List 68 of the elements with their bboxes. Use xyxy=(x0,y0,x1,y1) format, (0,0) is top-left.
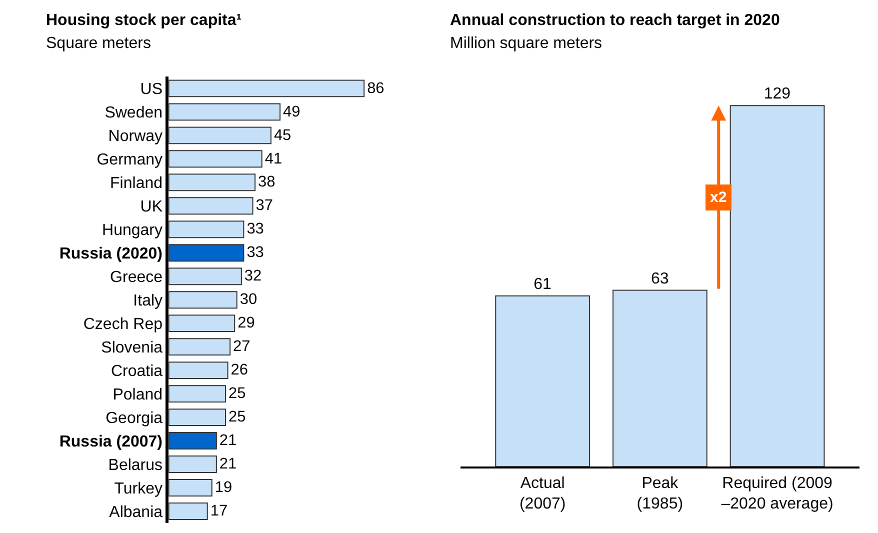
y-tick-label: Sweden xyxy=(104,104,163,122)
bar xyxy=(168,362,228,380)
bar xyxy=(168,80,365,98)
data-label: 25 xyxy=(228,408,246,426)
data-label: 25 xyxy=(228,385,246,402)
bar xyxy=(168,197,254,215)
y-tick-label: Greece xyxy=(110,268,163,286)
y-tick-label: Poland xyxy=(112,386,163,404)
y-tick-label: UK xyxy=(140,198,163,216)
bar xyxy=(168,338,231,356)
bar xyxy=(168,314,236,332)
y-tick-label: Finland xyxy=(110,175,163,192)
y-tick-label: Italy xyxy=(133,292,163,310)
y-tick-label: Norway xyxy=(108,128,163,146)
data-label: 49 xyxy=(283,103,300,120)
data-label: 63 xyxy=(650,270,669,288)
y-tick-label: Hungary xyxy=(102,222,163,239)
data-label: 26 xyxy=(230,362,248,379)
chart-title: Housing stock per capita¹ xyxy=(46,12,242,29)
data-label: 86 xyxy=(367,80,384,97)
y-tick-label: Belarus xyxy=(108,456,163,474)
data-label: 17 xyxy=(210,502,228,520)
y-tick-label: Russia (2007) xyxy=(59,433,163,450)
data-label: 33 xyxy=(246,220,264,238)
data-label: 21 xyxy=(219,456,237,473)
chart-title: Annual construction to reach target in 2020 xyxy=(450,12,780,29)
data-label: 27 xyxy=(233,338,250,356)
bar xyxy=(168,150,262,168)
bar xyxy=(168,103,281,121)
bar xyxy=(168,244,244,262)
x-tick-label: Peak (1985) xyxy=(636,474,684,513)
y-tick-label: Croatia xyxy=(110,362,163,380)
bar xyxy=(168,432,217,450)
bar xyxy=(168,479,212,496)
bar xyxy=(168,385,226,403)
bar xyxy=(168,291,238,309)
data-label: 38 xyxy=(258,174,276,191)
chart-subtitle: Million square meters xyxy=(450,35,602,52)
y-tick-label: Turkey xyxy=(114,480,163,498)
data-label: 21 xyxy=(219,432,237,450)
bar xyxy=(168,408,226,426)
data-label: 33 xyxy=(246,244,264,262)
bar xyxy=(168,220,244,238)
bar xyxy=(168,456,217,473)
data-label: 29 xyxy=(238,314,255,332)
bar xyxy=(168,174,256,192)
data-label: 32 xyxy=(244,268,262,285)
bar xyxy=(168,268,242,286)
data-label: 129 xyxy=(764,86,791,103)
data-label: 45 xyxy=(274,126,292,144)
y-tick-label: Czech Rep xyxy=(83,316,163,333)
data-label: 19 xyxy=(214,479,232,496)
x-tick-label: Actual (2007) xyxy=(519,474,566,513)
y-tick-label: Slovenia xyxy=(101,339,163,356)
y-tick-label: Russia (2020) xyxy=(59,245,163,262)
data-label: 61 xyxy=(534,276,552,293)
y-tick-label: US xyxy=(140,81,163,98)
y-tick-label: Georgia xyxy=(106,410,163,427)
annotation: x2 xyxy=(710,189,727,206)
data-label: 37 xyxy=(256,197,273,214)
data-label: 41 xyxy=(264,150,282,168)
bar xyxy=(168,502,208,520)
x-tick-label: Required (2009 –2020 average) xyxy=(721,474,834,513)
y-tick-label: Germany xyxy=(96,152,163,169)
bar xyxy=(168,126,272,144)
chart-subtitle: Square meters xyxy=(46,35,151,52)
y-tick-label: Albania xyxy=(109,504,163,521)
data-label: 30 xyxy=(240,291,258,308)
